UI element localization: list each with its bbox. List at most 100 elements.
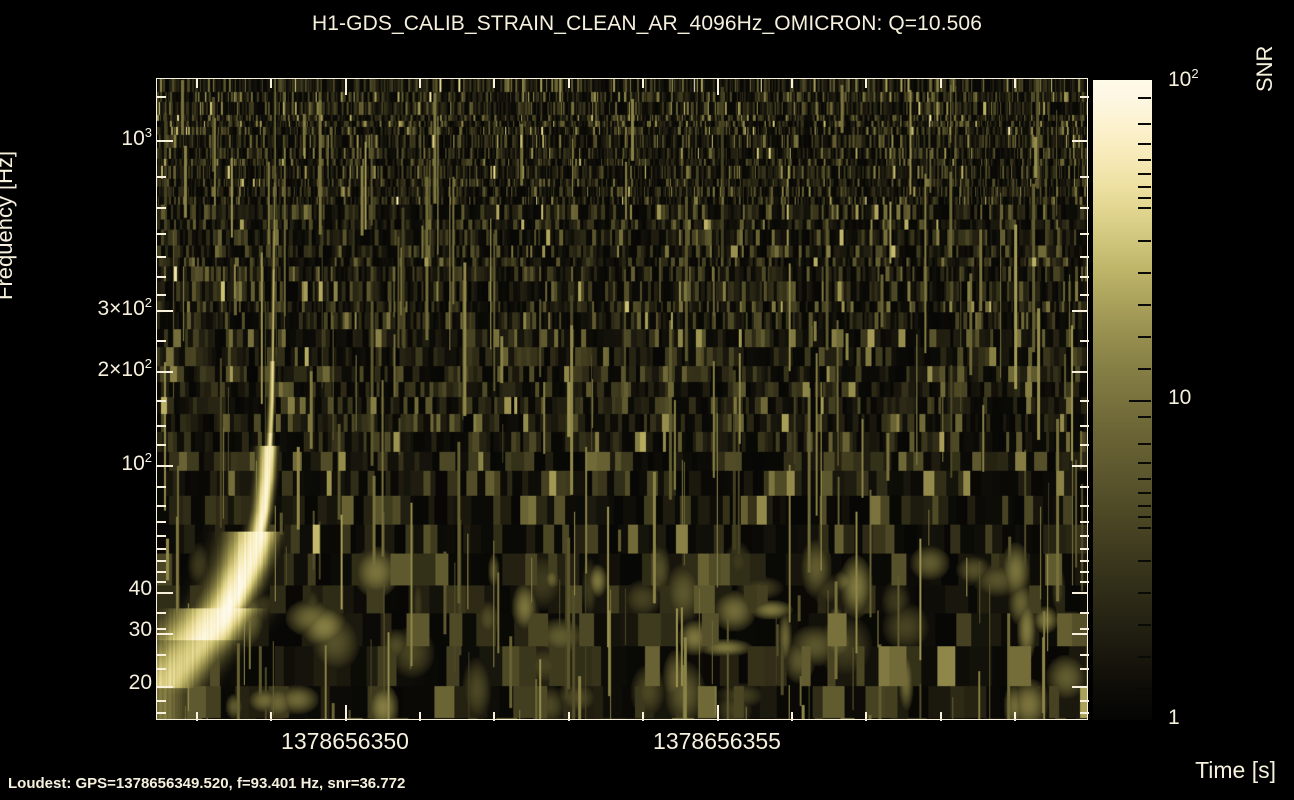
y-axis-tick <box>1072 140 1088 142</box>
x-axis-minor-tick <box>568 79 570 88</box>
y-axis-minor-tick <box>1080 612 1089 614</box>
colorbar-minor-tick <box>1138 186 1151 188</box>
y-axis-minor-tick <box>157 233 166 235</box>
colorbar-minor-tick <box>1138 272 1151 274</box>
y-axis-tick <box>1072 633 1088 635</box>
x-axis-tick <box>345 79 347 95</box>
colorbar-minor-tick <box>1138 159 1151 161</box>
y-axis-minor-tick <box>1080 535 1089 537</box>
colorbar-minor-tick <box>1138 478 1151 480</box>
x-axis-tick-label: 1378656355 <box>653 728 781 754</box>
y-axis-tick-label: 30 <box>128 618 152 641</box>
y-axis-minor-tick <box>1080 548 1089 550</box>
colorbar-minor-tick <box>1138 688 1151 690</box>
x-axis-minor-tick <box>791 712 793 721</box>
x-axis-tick <box>345 705 347 721</box>
x-axis-minor-tick <box>419 712 421 721</box>
colorbar-minor-tick <box>1138 416 1151 418</box>
y-axis-minor-tick <box>157 548 166 550</box>
y-axis-tick <box>157 592 173 594</box>
spectrogram-heatmap[interactable] <box>157 79 1087 719</box>
y-axis-minor-tick <box>1080 176 1089 178</box>
x-axis-minor-tick <box>642 712 644 721</box>
x-axis-minor-tick <box>419 79 421 88</box>
colorbar-minor-tick <box>1138 173 1151 175</box>
colorbar-tick-label: 10 <box>1168 386 1192 409</box>
y-axis-minor-tick <box>1080 486 1089 488</box>
y-axis-tick-label: 103 <box>121 125 152 150</box>
colorbar-minor-tick <box>1138 368 1151 370</box>
x-axis-minor-tick <box>642 79 644 88</box>
y-axis-minor-tick <box>1080 668 1089 670</box>
y-axis-minor-tick <box>157 581 166 583</box>
y-axis-minor-tick <box>1080 233 1089 235</box>
y-axis-tick-label: 20 <box>128 671 152 694</box>
y-axis-tick <box>157 686 173 688</box>
y-axis-minor-tick <box>1080 505 1089 507</box>
x-axis-label: Time [s] <box>1195 757 1276 783</box>
y-axis-minor-tick <box>157 654 166 656</box>
x-axis-minor-tick <box>493 79 495 88</box>
y-axis-minor-tick <box>1080 276 1089 278</box>
y-axis-minor-tick <box>157 425 166 427</box>
x-axis-minor-tick <box>568 712 570 721</box>
y-axis-minor-tick <box>157 294 166 296</box>
y-axis-minor-tick <box>1080 96 1089 98</box>
y-axis-tick <box>157 140 173 142</box>
y-axis-minor-tick <box>1080 712 1089 714</box>
x-axis-minor-tick <box>865 712 867 721</box>
y-axis-minor-tick <box>157 560 166 562</box>
y-axis-tick <box>1072 592 1088 594</box>
x-axis-minor-tick <box>1014 712 1016 721</box>
y-axis-minor-tick <box>1080 294 1089 296</box>
x-axis-minor-tick <box>196 79 198 88</box>
x-axis-tick-label: 1378656350 <box>281 728 409 754</box>
x-axis-tick <box>717 79 719 95</box>
y-axis-minor-tick <box>157 712 166 714</box>
colorbar-minor-tick <box>1138 97 1151 99</box>
y-axis-minor-tick <box>157 256 166 258</box>
y-axis-tick <box>1072 310 1088 312</box>
y-axis-tick <box>157 310 173 312</box>
colorbar-minor-tick <box>1138 462 1151 464</box>
y-axis-tick-label: 40 <box>128 577 152 600</box>
colorbar-minor-tick <box>1138 336 1151 338</box>
y-axis-minor-tick <box>157 505 166 507</box>
y-axis-tick <box>157 633 173 635</box>
y-axis-minor-tick <box>1080 700 1089 702</box>
colorbar-minor-tick <box>1138 304 1151 306</box>
x-axis-minor-tick <box>196 712 198 721</box>
colorbar-minor-tick <box>1138 505 1151 507</box>
y-axis-minor-tick <box>157 400 166 402</box>
x-axis-minor-tick <box>940 712 942 721</box>
y-axis-minor-tick <box>1080 521 1089 523</box>
x-axis-minor-tick <box>1014 79 1016 88</box>
x-axis-minor-tick <box>940 79 942 88</box>
colorbar-minor-tick <box>1138 527 1151 529</box>
y-axis-minor-tick <box>1080 444 1089 446</box>
colorbar-minor-tick <box>1138 624 1151 626</box>
x-axis-minor-tick <box>270 79 272 88</box>
colorbar-tick-label: 102 <box>1168 66 1199 91</box>
y-axis-tick-label: 2×102 <box>97 356 152 381</box>
colorbar[interactable] <box>1093 80 1152 720</box>
y-axis-minor-tick <box>157 628 166 630</box>
y-axis-tick-label: 3×102 <box>97 295 152 320</box>
colorbar-minor-tick <box>1138 560 1151 562</box>
y-axis-minor-tick <box>157 176 166 178</box>
colorbar-title: SNR <box>1252 45 1277 92</box>
y-axis-minor-tick <box>157 340 166 342</box>
page-title: H1-GDS_CALIB_STRAIN_CLEAN_AR_4096Hz_OMIC… <box>312 12 982 35</box>
y-axis-minor-tick <box>157 668 166 670</box>
y-axis-minor-tick <box>1080 654 1089 656</box>
y-axis-minor-tick <box>1080 571 1089 573</box>
x-axis-minor-tick <box>865 79 867 88</box>
plot-area[interactable] <box>156 78 1088 720</box>
y-axis-tick <box>157 371 173 373</box>
y-axis-minor-tick <box>1080 207 1089 209</box>
y-axis-tick <box>1072 686 1088 688</box>
colorbar-minor-tick <box>1138 516 1151 518</box>
colorbar-minor-tick <box>1138 123 1151 125</box>
y-axis-minor-tick <box>1080 340 1089 342</box>
colorbar-minor-tick <box>1138 492 1151 494</box>
